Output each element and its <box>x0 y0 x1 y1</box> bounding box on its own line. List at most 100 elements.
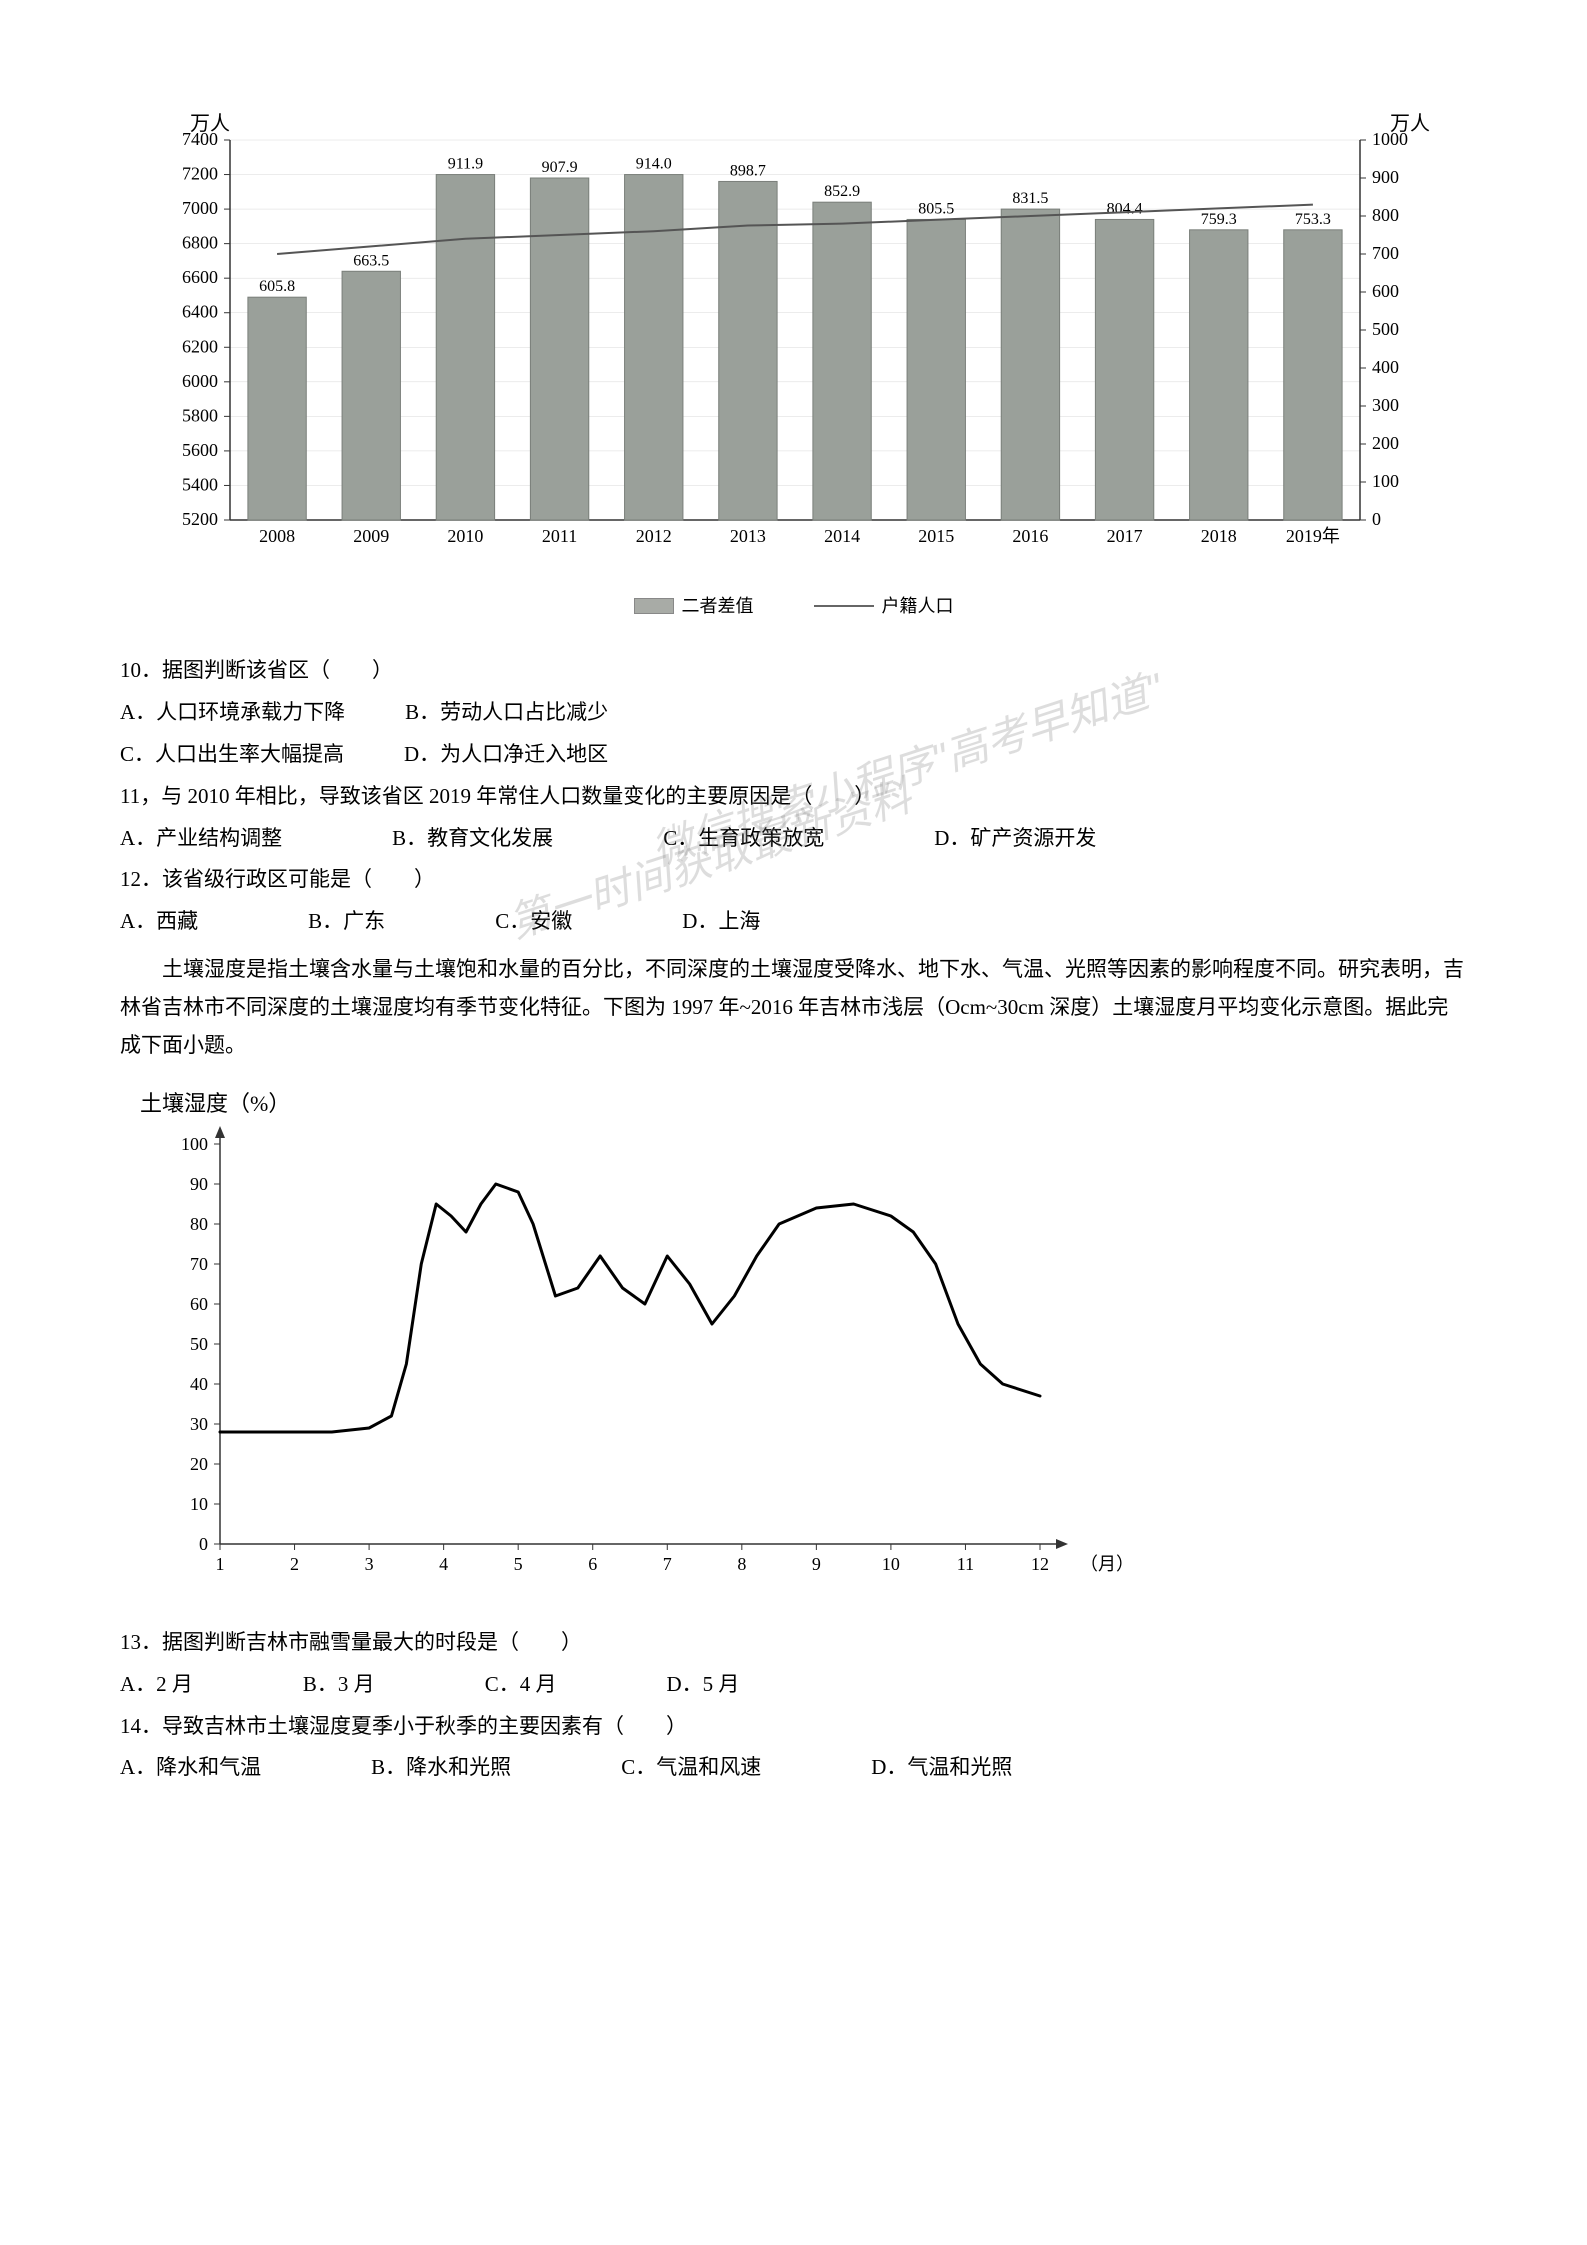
svg-text:7: 7 <box>663 1554 672 1574</box>
q10-opt-a: A．人口环境承载力下降 <box>120 694 345 732</box>
q10-opt-b: B．劳动人口占比减少 <box>405 694 608 732</box>
svg-text:500: 500 <box>1372 319 1399 339</box>
q14-opt-a: A．降水和气温 <box>120 1749 261 1787</box>
svg-text:40: 40 <box>190 1374 208 1394</box>
svg-text:5: 5 <box>514 1554 523 1574</box>
q12-opt-a: A．西藏 <box>120 903 198 941</box>
population-bar-chart: 万人万人520054005600580060006200640066006800… <box>120 100 1467 580</box>
svg-text:12: 12 <box>1031 1554 1049 1574</box>
svg-text:100: 100 <box>1372 471 1399 491</box>
svg-text:2016: 2016 <box>1012 526 1048 546</box>
svg-text:2008: 2008 <box>259 526 295 546</box>
svg-text:2014: 2014 <box>824 526 860 546</box>
svg-text:605.8: 605.8 <box>259 278 295 295</box>
svg-text:907.9: 907.9 <box>542 159 578 176</box>
svg-text:804.4: 804.4 <box>1107 200 1143 217</box>
svg-text:3: 3 <box>365 1554 374 1574</box>
svg-text:200: 200 <box>1372 433 1399 453</box>
svg-text:2017: 2017 <box>1107 526 1143 546</box>
q13-opt-a: A．2 月 <box>120 1666 193 1704</box>
svg-text:700: 700 <box>1372 243 1399 263</box>
svg-text:2009: 2009 <box>353 526 389 546</box>
svg-text:5200: 5200 <box>182 509 218 529</box>
svg-text:90: 90 <box>190 1174 208 1194</box>
svg-text:6: 6 <box>588 1554 597 1574</box>
q13-opt-c: C．4 月 <box>485 1666 557 1704</box>
q14-opt-d: D．气温和光照 <box>871 1749 1012 1787</box>
q13-opt-b: B．3 月 <box>303 1666 375 1704</box>
svg-text:2011: 2011 <box>542 526 577 546</box>
svg-text:2013: 2013 <box>730 526 766 546</box>
q14-options: A．降水和气温 B．降水和光照 C．气温和风速 D．气温和光照 <box>120 1749 1467 1787</box>
svg-text:11: 11 <box>957 1554 974 1574</box>
legend-line: 户籍人口 <box>814 590 954 622</box>
svg-text:2015: 2015 <box>918 526 954 546</box>
svg-text:914.0: 914.0 <box>636 156 672 173</box>
legend-bar-swatch <box>634 598 674 614</box>
q14-opt-c: C．气温和风速 <box>621 1749 761 1787</box>
svg-text:800: 800 <box>1372 205 1399 225</box>
svg-text:80: 80 <box>190 1214 208 1234</box>
svg-text:50: 50 <box>190 1334 208 1354</box>
svg-text:2018: 2018 <box>1201 526 1237 546</box>
svg-text:100: 100 <box>181 1134 208 1154</box>
svg-text:4: 4 <box>439 1554 448 1574</box>
svg-text:7400: 7400 <box>182 129 218 149</box>
legend-bar: 二者差值 <box>634 590 754 622</box>
q13-options: A．2 月 B．3 月 C．4 月 D．5 月 <box>120 1666 1467 1704</box>
svg-text:6800: 6800 <box>182 233 218 253</box>
q11-opt-b: B．教育文化发展 <box>392 820 553 858</box>
svg-text:6000: 6000 <box>182 371 218 391</box>
legend-line-swatch <box>814 605 874 607</box>
svg-text:898.7: 898.7 <box>730 162 766 179</box>
svg-text:400: 400 <box>1372 357 1399 377</box>
q11-options: A．产业结构调整 B．教育文化发展 C．生育政策放宽 D．矿产资源开发 <box>120 820 1467 858</box>
q11-stem: 11，与 2010 年相比，导致该省区 2019 年常住人口数量变化的主要原因是… <box>120 778 1467 816</box>
legend-line-label: 户籍人口 <box>882 590 954 622</box>
svg-text:0: 0 <box>199 1534 208 1554</box>
q14-opt-b: B．降水和光照 <box>371 1749 511 1787</box>
svg-text:663.5: 663.5 <box>353 252 389 269</box>
svg-text:9: 9 <box>812 1554 821 1574</box>
q12-opt-b: B．广东 <box>308 903 385 941</box>
svg-text:5600: 5600 <box>182 440 218 460</box>
svg-text:5400: 5400 <box>182 474 218 494</box>
svg-text:852.9: 852.9 <box>824 183 860 200</box>
svg-text:10: 10 <box>882 1554 900 1574</box>
svg-text:300: 300 <box>1372 395 1399 415</box>
q10-stem: 10．据图判断该省区（ ） <box>120 652 1467 690</box>
svg-text:7200: 7200 <box>182 164 218 184</box>
svg-text:（月）: （月） <box>1080 1554 1134 1574</box>
svg-text:6400: 6400 <box>182 302 218 322</box>
q10-options-row1: A．人口环境承载力下降 B．劳动人口占比减少 <box>120 694 1467 732</box>
q11-opt-c: C．生育政策放宽 <box>663 820 824 858</box>
svg-text:805.5: 805.5 <box>918 200 954 217</box>
q14-stem: 14．导致吉林市土壤湿度夏季小于秋季的主要因素有（ ） <box>120 1708 1467 1746</box>
svg-text:6600: 6600 <box>182 267 218 287</box>
q12-opt-d: D．上海 <box>682 903 760 941</box>
svg-text:2012: 2012 <box>636 526 672 546</box>
q12-opt-c: C．安徽 <box>495 903 572 941</box>
q10-options-row2: C．人口出生率大幅提高 D．为人口净迁入地区 <box>120 736 1467 774</box>
svg-text:600: 600 <box>1372 281 1399 301</box>
q10-opt-c: C．人口出生率大幅提高 <box>120 736 344 774</box>
chart1-legend: 二者差值 户籍人口 <box>120 590 1467 622</box>
svg-text:7000: 7000 <box>182 198 218 218</box>
soil-humidity-line-chart: 0102030405060708090100123456789101112（月） <box>140 1124 1140 1604</box>
legend-bar-label: 二者差值 <box>682 590 754 622</box>
q13-stem: 13．据图判断吉林市融雪量最大的时段是（ ） <box>120 1624 1467 1662</box>
svg-text:6200: 6200 <box>182 336 218 356</box>
q10-opt-d: D．为人口净迁入地区 <box>404 736 608 774</box>
q13-opt-d: D．5 月 <box>666 1666 739 1704</box>
svg-text:5800: 5800 <box>182 405 218 425</box>
svg-text:1000: 1000 <box>1372 129 1408 149</box>
svg-text:759.3: 759.3 <box>1201 211 1237 228</box>
svg-text:911.9: 911.9 <box>448 156 483 173</box>
svg-text:753.3: 753.3 <box>1295 211 1331 228</box>
q11-opt-a: A．产业结构调整 <box>120 820 282 858</box>
svg-text:30: 30 <box>190 1414 208 1434</box>
q12-options: A．西藏 B．广东 C．安徽 D．上海 <box>120 903 1467 941</box>
svg-text:70: 70 <box>190 1254 208 1274</box>
svg-text:1: 1 <box>216 1554 225 1574</box>
svg-text:2019年: 2019年 <box>1286 526 1340 546</box>
